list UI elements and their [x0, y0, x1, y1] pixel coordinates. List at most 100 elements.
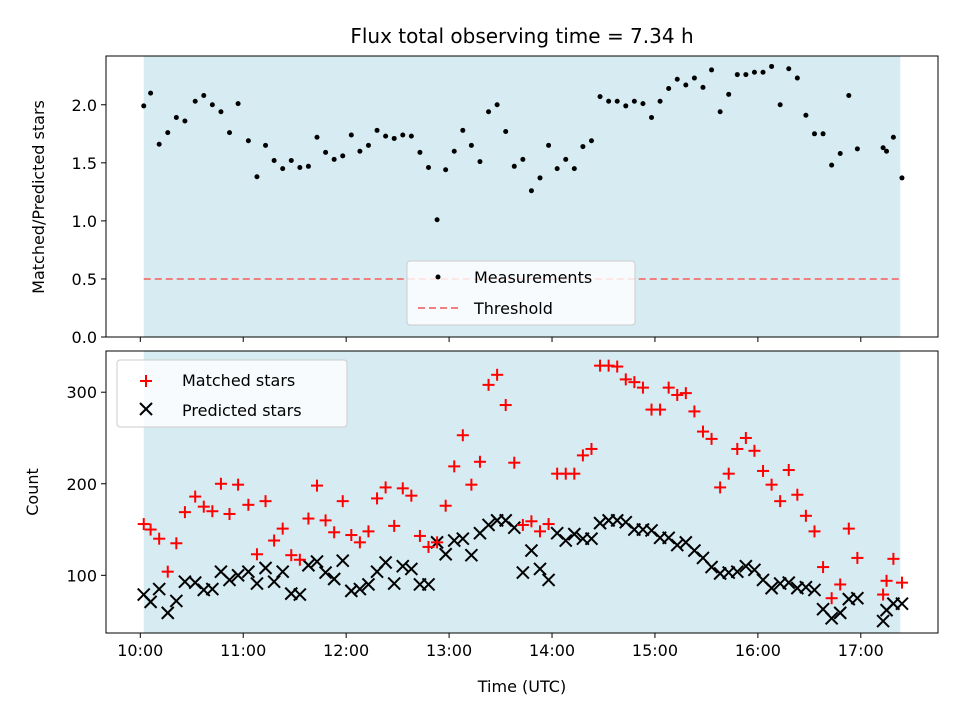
matched-star-point: [276, 522, 289, 535]
ratio-panel-y-ticks: 0.0 0.5 1.0 1.5 2.0: [72, 96, 106, 347]
y-tick-label: 100: [66, 566, 97, 585]
measurement-point: [434, 217, 440, 223]
matched-star-point: [396, 482, 409, 495]
matched-star-point: [508, 456, 521, 469]
measurement-point: [227, 130, 233, 136]
matched-star-point: [525, 515, 538, 528]
measurement-point: [777, 102, 783, 108]
matched-star-point: [197, 500, 210, 513]
measurement-point: [263, 142, 269, 148]
measurement-point: [511, 163, 517, 169]
predicted-star-point: [293, 587, 307, 602]
count-panel-frame: [105, 350, 939, 634]
measurement-point: [726, 91, 732, 97]
measurement-point: [614, 98, 620, 104]
predicted-star-point: [730, 564, 744, 579]
measurement-point: [141, 103, 147, 109]
predicted-star-point: [353, 582, 367, 596]
legend-box: [406, 260, 636, 326]
measurement-point: [890, 134, 896, 140]
predicted-star-point: [258, 561, 273, 575]
measurement-point: [597, 94, 603, 100]
predicted-star-point: [567, 527, 582, 541]
matched-star-point: [482, 378, 495, 391]
matched-star-point: [336, 495, 349, 508]
measurement-point: [691, 75, 697, 81]
matched-star-point: [877, 588, 890, 601]
matched-star-point: [611, 360, 624, 373]
matched-star-point: [259, 495, 272, 508]
matched-star-point: [161, 565, 174, 578]
predicted-star-point: [241, 564, 256, 579]
matched-star-point: [413, 529, 426, 542]
measurement-point: [683, 82, 689, 88]
measurement-point: [451, 148, 457, 154]
count-panel-y-label: Count: [23, 468, 42, 516]
predicted-star-point: [231, 568, 245, 583]
matched-star-point: [431, 536, 444, 549]
matched-star-point: [178, 506, 191, 519]
measurement-point: [182, 118, 188, 124]
legend-box: [116, 359, 348, 428]
measurement-point: [391, 135, 397, 141]
matched-star-point: [782, 464, 795, 477]
measurement-point: [794, 75, 800, 81]
measurement-point: [235, 101, 241, 107]
measurement-point: [374, 127, 380, 133]
measurement-point: [173, 115, 179, 121]
matched-star-point: [688, 405, 701, 418]
predicted-star-point: [704, 560, 719, 574]
measurement-point: [443, 167, 449, 173]
measurement-point: [571, 166, 577, 172]
matched-star-point: [268, 534, 281, 547]
matched-star-point: [293, 553, 306, 566]
predicted-star-point: [404, 562, 419, 576]
predicted-star-point: [481, 518, 496, 532]
matched-star-point: [144, 523, 157, 536]
predicted-star-point: [584, 531, 599, 546]
measurement-points: [141, 63, 905, 223]
x-tick-label: 14:00: [529, 641, 575, 660]
measurement-point: [426, 164, 432, 170]
matched-star-point: [662, 381, 675, 394]
measurement-point: [323, 149, 329, 155]
matched-star-point: [842, 522, 855, 535]
measurement-point: [494, 102, 500, 108]
ratio-panel-y-label: Matched/Predicted stars: [29, 100, 48, 294]
measurement-point: [156, 141, 162, 147]
measurement-point: [820, 131, 826, 137]
y-tick-label: 0.5: [72, 270, 97, 289]
predicted-star-point: [764, 581, 779, 595]
x-tick-label: 12:00: [323, 641, 369, 660]
matched-star-point: [206, 505, 219, 518]
measurement-point: [348, 132, 354, 138]
measurement-point: [365, 142, 371, 148]
predicted-star-point: [267, 575, 281, 589]
predicted-star-point: [378, 555, 393, 570]
predicted-star-point: [250, 576, 264, 591]
predicted-star-point: [438, 547, 453, 561]
y-tick-label: 2.0: [72, 96, 97, 115]
predicted-star-point: [739, 559, 753, 573]
measurement-point: [503, 128, 509, 134]
predicted-star-point: [876, 614, 890, 628]
measurement-point: [674, 76, 680, 82]
predicted-star-point: [533, 562, 547, 576]
measurement-point: [563, 156, 569, 162]
matched-star-point: [189, 490, 202, 503]
measurement-point: [288, 158, 294, 164]
x-tick-label: 11:00: [220, 641, 266, 660]
matched-star-point: [774, 495, 787, 508]
ratio-panel-legend: Measurements Threshold: [406, 260, 636, 326]
measurement-point: [657, 98, 663, 104]
measurement-point: [486, 109, 492, 115]
matched-star-point: [825, 592, 838, 605]
matched-star-point: [851, 551, 864, 564]
ratio-panel-x-ticks: [139, 337, 862, 342]
predicted-star-point: [464, 548, 479, 562]
measurement-point: [245, 138, 251, 144]
legend-predicted-marker: [139, 402, 153, 416]
measurement-point: [786, 66, 792, 72]
matched-star-point: [748, 444, 761, 457]
